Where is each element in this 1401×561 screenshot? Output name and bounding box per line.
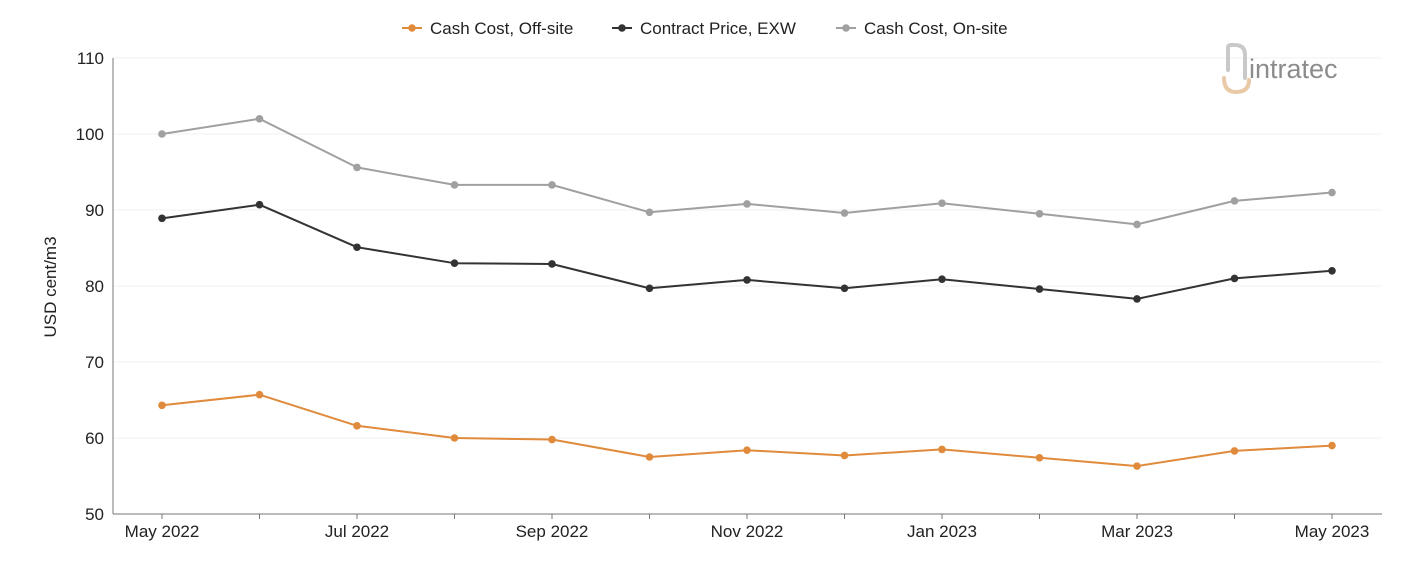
data-point: [1035, 210, 1044, 218]
data-point: [158, 214, 166, 223]
data-point: [255, 115, 264, 123]
legend-marker-icon: [842, 24, 850, 32]
data-point: [1230, 197, 1239, 205]
data-point: [158, 401, 166, 410]
data-point: [548, 260, 556, 268]
logo-swirl-icon: [1222, 76, 1251, 95]
data-point: [743, 446, 751, 454]
data-point: [1328, 267, 1336, 275]
y-tick-label: 60: [85, 429, 104, 448]
data-point: [1328, 441, 1336, 450]
data-point: [548, 435, 556, 444]
data-point: [938, 445, 946, 454]
series-0: [158, 390, 1336, 470]
legend-label: Cash Cost, On-site: [864, 19, 1008, 38]
legend-item: Contract Price, EXW: [612, 19, 796, 38]
series-group: [158, 115, 1336, 470]
x-tick-label: Jan 2023: [907, 522, 977, 541]
data-point: [353, 422, 361, 430]
x-tick-label: Nov 2022: [711, 522, 784, 541]
y-tick-label: 70: [85, 353, 104, 372]
data-point: [353, 163, 361, 172]
data-point: [645, 284, 654, 293]
data-point: [450, 181, 459, 189]
y-tick-label: 100: [76, 125, 104, 144]
data-point: [450, 434, 459, 442]
x-tick-label: Jul 2022: [325, 522, 389, 541]
data-point: [1230, 447, 1239, 455]
logo-mark-icon: [1226, 43, 1247, 80]
data-point: [840, 209, 849, 217]
data-point: [840, 284, 849, 293]
data-point: [743, 276, 751, 284]
series-line: [161, 117, 1333, 226]
x-tick-labels: May 2022 Jul 2022 Sep 2022 Nov 2022 Jan 2023…: [125, 522, 1370, 541]
data-point: [548, 181, 556, 189]
data-point: [158, 130, 166, 138]
x-tick-label: Mar 2023: [1101, 522, 1173, 541]
data-point: [1133, 462, 1141, 470]
data-point: [645, 453, 654, 461]
data-point: [1230, 274, 1239, 283]
legend-item: Cash Cost, On-site: [836, 19, 1008, 38]
data-point: [840, 451, 849, 460]
data-point: [1133, 295, 1141, 303]
x-tick-label: Sep 2022: [516, 522, 589, 541]
data-point: [1133, 220, 1141, 229]
series-line: [161, 393, 1333, 468]
data-point: [1035, 453, 1044, 462]
data-point: [1328, 188, 1336, 197]
legend-marker-icon: [618, 24, 626, 32]
data-point: [353, 243, 361, 252]
legend-label: Cash Cost, Off-site: [430, 19, 573, 38]
legend-marker-icon: [408, 24, 416, 32]
y-tick-label: 90: [85, 201, 104, 220]
data-point: [450, 259, 459, 268]
legend-item: Cash Cost, Off-site: [402, 19, 573, 38]
data-point: [938, 199, 946, 207]
y-tick-label: 50: [85, 505, 104, 524]
data-point: [743, 200, 751, 208]
series-1: [158, 200, 1336, 303]
legend: Cash Cost, Off-site Contract Price, EXW Ca…: [402, 19, 1008, 38]
y-tick-label: 80: [85, 277, 104, 296]
legend-label: Contract Price, EXW: [640, 19, 796, 38]
data-point: [938, 275, 946, 283]
x-tick-label: May 2022: [125, 522, 200, 541]
data-point: [255, 200, 264, 209]
data-point: [255, 390, 264, 399]
y-axis-title: USD cent/m3: [41, 236, 60, 337]
logo-text: intratec: [1249, 54, 1338, 84]
y-tick-label: 110: [77, 49, 104, 68]
data-point: [645, 208, 654, 217]
series-2: [158, 115, 1336, 229]
axes: [112, 58, 1382, 519]
x-tick-label: May 2023: [1295, 522, 1370, 541]
intratec-logo: intratec: [1222, 43, 1338, 95]
grid-lines: [113, 57, 1382, 439]
data-point: [1035, 285, 1044, 293]
y-tick-labels: 50 60 70 80 90 100 110: [76, 49, 104, 524]
